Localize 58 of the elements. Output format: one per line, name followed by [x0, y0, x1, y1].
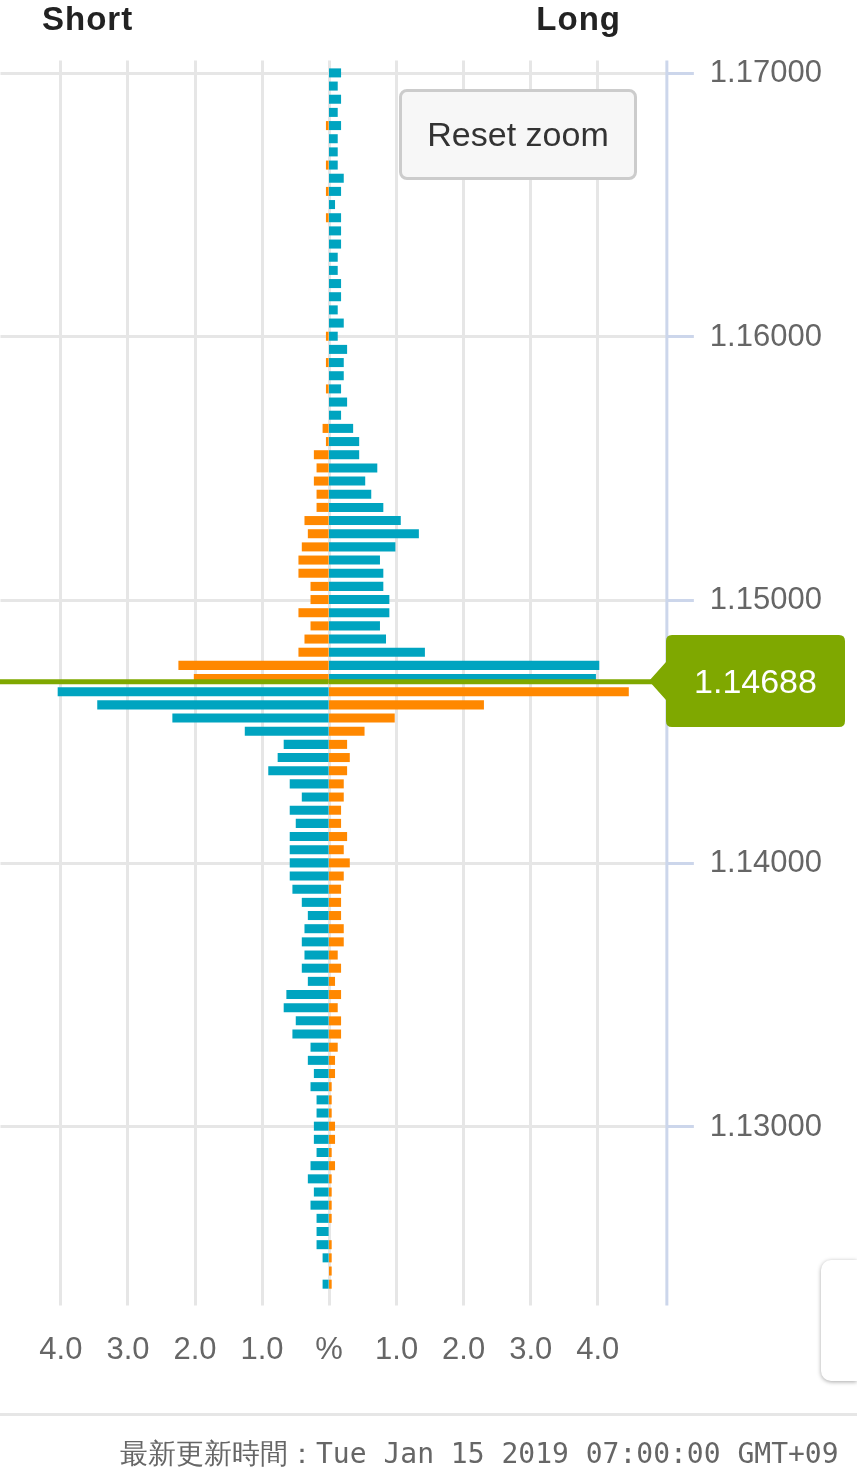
- x-tick-label: 2.0: [441, 1331, 485, 1367]
- bar: [328, 766, 347, 776]
- bar: [328, 1003, 338, 1013]
- bar: [328, 318, 344, 328]
- bar: [328, 1200, 332, 1210]
- bar: [328, 147, 338, 157]
- ref-line-label: 1.14688: [693, 660, 818, 702]
- x-tick-label: 3.0: [106, 1331, 150, 1367]
- bar: [328, 410, 341, 420]
- bar: [298, 647, 329, 657]
- bar: [328, 344, 347, 354]
- text: 最新更新時間：Tue Jan 15 2019 07:00:00 GMT+09: [120, 1436, 839, 1472]
- bar: [328, 305, 338, 315]
- reset-zoom-button: Reset zoom: [399, 89, 637, 180]
- price-tag: 1.14688: [649, 634, 845, 727]
- bar: [310, 595, 329, 605]
- bar: [316, 489, 329, 499]
- x-tick-label: 3.0: [508, 1331, 552, 1367]
- bar: [328, 173, 344, 183]
- bar: [328, 265, 338, 275]
- y-tick-label: 1.15000: [709, 581, 822, 617]
- bar: [328, 94, 341, 104]
- bar: [328, 1174, 332, 1184]
- bar: [328, 134, 338, 144]
- bar: [328, 252, 338, 262]
- y-tick-label: 1.17000: [709, 54, 822, 90]
- bar: [325, 358, 329, 368]
- bar: [328, 107, 338, 117]
- bar: [328, 1266, 332, 1276]
- bar: [328, 990, 341, 1000]
- y-tick-label: 1.13000: [709, 1107, 822, 1143]
- x-tick-label: 4.0: [575, 1331, 619, 1367]
- chart-title: Long: [536, 0, 621, 38]
- bar: [328, 200, 335, 210]
- bar: [316, 1227, 329, 1237]
- bar: [328, 68, 341, 78]
- y-tick-label: 1.14000: [709, 844, 822, 880]
- bar: [328, 239, 341, 249]
- bar: [322, 423, 329, 433]
- bar: [316, 502, 329, 512]
- bar: [328, 292, 341, 302]
- bar: [316, 463, 329, 473]
- bar: [328, 226, 341, 236]
- y-tick-label: 1.16000: [709, 317, 822, 353]
- x-tick-label: %: [315, 1331, 343, 1367]
- x-tick-label: 4.0: [39, 1331, 83, 1367]
- bar: [328, 81, 338, 91]
- bar: [328, 1187, 332, 1197]
- bar: [325, 437, 329, 447]
- x-tick-label: 1.0: [374, 1331, 418, 1367]
- bar: [328, 397, 347, 407]
- chart-title: Short: [42, 0, 134, 38]
- x-tick-label: 1.0: [240, 1331, 284, 1367]
- bar: [328, 279, 341, 289]
- x-tick-label: 2.0: [173, 1331, 217, 1367]
- bar: [328, 371, 344, 381]
- bar: [307, 529, 329, 539]
- bar: [328, 1082, 332, 1092]
